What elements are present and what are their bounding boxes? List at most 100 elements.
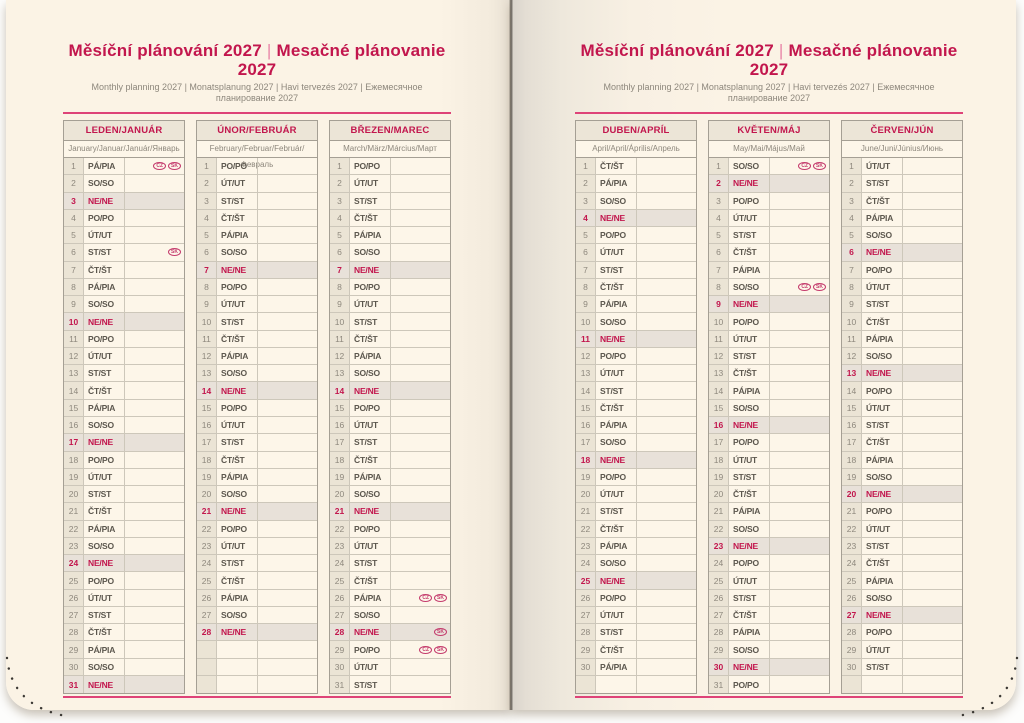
weekday-label: ČT/ŠT [862, 313, 903, 330]
day-row: 26 PÁ/PIA CZ SK [330, 589, 450, 607]
day-number: 14 [709, 382, 729, 399]
day-row: 26 PO/PO [576, 589, 696, 607]
notes-cell [637, 365, 696, 381]
day-number: 10 [330, 313, 350, 330]
day-row: 6 NE/NE [842, 244, 962, 262]
day-number: 18 [330, 451, 350, 468]
day-row: 18 NE/NE [576, 451, 696, 469]
day-row: 6 SO/SO [197, 244, 317, 262]
day-row: 22 ÚT/UT [842, 520, 962, 538]
day-row: 11 NE/NE [576, 330, 696, 348]
day-row: 22 PO/PO [197, 520, 317, 538]
day-number: 13 [330, 365, 350, 382]
notes-cell [637, 607, 696, 623]
day-row: 21 NE/NE [197, 503, 317, 521]
day-row: 19 SO/SO [842, 468, 962, 487]
weekday-label: PÁ/PIA [350, 468, 391, 486]
month-body: 1 ÚT/UT 2 ST/ST 3 ČT/ŠT 4 PÁ/PIA 5 SO/SO 6 NE/NE 7 PO… [842, 158, 962, 694]
day-row: 25 ČT/ŠT [330, 572, 450, 590]
day-number: 25 [842, 572, 862, 589]
bottom-rule [63, 696, 451, 699]
day-number: 22 [64, 520, 84, 537]
weekday-label: ČT/ŠT [350, 572, 391, 589]
day-row: 10 SO/SO [576, 313, 696, 331]
day-number: 23 [64, 537, 84, 555]
day-number: 12 [576, 347, 596, 365]
day-row: 11 ČT/ŠT [330, 330, 450, 348]
weekday-label: NE/NE [84, 434, 125, 451]
day-number: 9 [576, 296, 596, 313]
notes-cell [637, 296, 696, 312]
notes-cell [770, 452, 829, 468]
day-row: 8 ČT/ŠT [576, 278, 696, 297]
day-number: 13 [842, 365, 862, 382]
day-number: 19 [64, 468, 84, 486]
weekday-label [217, 641, 258, 658]
weekday-label: ST/ST [596, 624, 637, 641]
day-row: 17 ST/ST [197, 434, 317, 452]
month-header: DUBEN/APRÍL [576, 121, 696, 141]
day-row: 8 SO/SO CZ SK [709, 278, 829, 297]
day-number: 5 [576, 227, 596, 244]
day-row: 13 ÚT/UT [576, 365, 696, 383]
day-number: 29 [64, 641, 84, 658]
day-row: 28 NE/NE SK [330, 624, 450, 642]
notes-cell [903, 590, 962, 606]
day-row: 16 ST/ST [842, 416, 962, 435]
day-number: 17 [330, 434, 350, 451]
holiday-badge-cz-icon: CZ [798, 162, 812, 171]
day-row: 17 ST/ST [330, 434, 450, 452]
day-row: 17 ČT/ŠT [842, 434, 962, 452]
day-row: 31 NE/NE [64, 675, 184, 694]
notes-cell [903, 503, 962, 519]
day-row: 3 ČT/ŠT [842, 192, 962, 210]
weekday-label: PO/PO [350, 278, 391, 296]
day-number: 1 [576, 158, 596, 175]
day-number: 28 [330, 624, 350, 641]
day-number: 26 [576, 589, 596, 606]
weekday-label: PO/PO [84, 572, 125, 589]
day-number: 9 [330, 296, 350, 313]
day-number: 21 [197, 503, 217, 520]
day-row: 22 PO/PO [330, 520, 450, 538]
notes-cell [391, 193, 450, 209]
day-number: 28 [709, 624, 729, 641]
day-row [197, 675, 317, 694]
holiday-badge-cz-icon: CZ [419, 593, 433, 602]
day-number: 14 [64, 382, 84, 399]
day-number: 15 [842, 399, 862, 416]
day-number: 28 [197, 624, 217, 641]
day-number: 16 [576, 416, 596, 434]
page-title: Měsíční plánování 2027 | Mesačné plánovani… [63, 41, 451, 79]
notes-cell [903, 365, 962, 381]
notes-cell [770, 676, 829, 693]
months-right: DUBEN/APRÍL April/April/Április/Апрель 1… [575, 120, 963, 695]
day-row: 16 NE/NE [709, 416, 829, 435]
day-number: 28 [64, 624, 84, 641]
day-number: 29 [576, 641, 596, 658]
day-number: 31 [64, 675, 84, 694]
notes-cell: SK [125, 244, 184, 260]
weekday-label: SO/SO [729, 399, 770, 416]
weekday-label: ČT/ŠT [217, 209, 258, 227]
day-row: 8 PO/PO [330, 278, 450, 297]
day-number: 10 [709, 313, 729, 330]
notes-cell [770, 486, 829, 502]
notes-cell [125, 469, 184, 485]
day-number: 17 [64, 434, 84, 451]
day-row: 10 ST/ST [330, 313, 450, 331]
page-right: Měsíční plánování 2027 | Mesačné plánovani… [511, 0, 1016, 710]
day-number: 20 [64, 486, 84, 503]
month-subheader: May/Mai/Május/Май [709, 141, 829, 158]
weekday-label: SO/SO [217, 486, 258, 503]
notes-cell [125, 210, 184, 226]
weekday-label: ČT/ŠT [729, 365, 770, 382]
day-row: 12 ST/ST [709, 347, 829, 366]
day-row: 4 ČT/ŠT [197, 209, 317, 228]
page-left-content: Měsíční plánování 2027 | Mesačné plánovani… [63, 0, 451, 699]
notes-cell [391, 607, 450, 623]
day-number: 20 [842, 486, 862, 503]
notes-cell [258, 469, 317, 485]
day-row: 6 SO/SO [330, 244, 450, 262]
notes-cell [125, 296, 184, 312]
